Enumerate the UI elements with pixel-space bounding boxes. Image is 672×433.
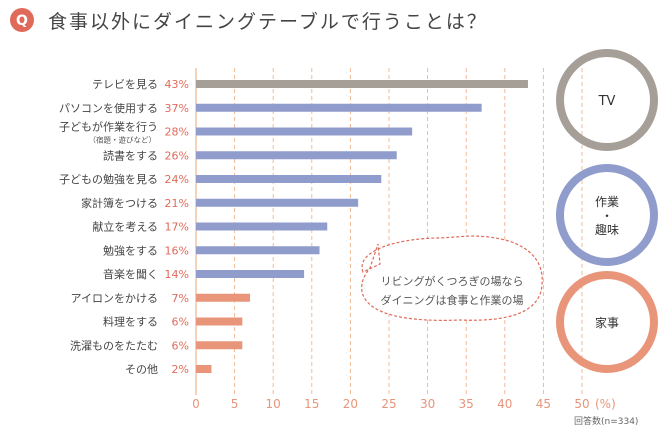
category-label: その他: [125, 363, 158, 376]
category-labels: 43% テレビを見る 37% パソコンを使用する 28% 子どもが作業を行う（宿題・遊びな…: [59, 78, 189, 376]
bar-value-label: 28%: [165, 126, 189, 139]
legend-label-hobby: ・: [601, 209, 613, 223]
annotation-line-1: リビングがくつろぎの場なら: [381, 274, 524, 288]
category-label: 洗濯ものをたたむ: [70, 339, 158, 352]
bar-value-label: 21%: [165, 197, 189, 210]
bar: [196, 151, 397, 160]
bar: [196, 341, 243, 350]
category-label: 子どもが作業を行う: [59, 120, 158, 134]
respondent-count-note: 回答数(n=334): [574, 415, 638, 427]
x-tick-label: 50: [574, 397, 589, 411]
bar-value-label: 7%: [172, 292, 189, 305]
legend-label-hobby: 作業: [595, 195, 619, 209]
bar: [196, 198, 359, 207]
x-tick-label: 45: [536, 397, 551, 411]
x-tick-label: 35: [459, 397, 474, 411]
bar: [196, 270, 305, 278]
bar: [196, 246, 320, 255]
legend-label-tv: TV: [598, 94, 616, 109]
bar-value-label: 6%: [172, 339, 189, 352]
category-sublabel: （宿題・遊びなど）: [89, 135, 157, 145]
category-label: 献立を考える: [92, 220, 158, 234]
annotation-bubble-shape: [361, 235, 543, 321]
bar-value-label: 43%: [165, 78, 189, 91]
category-label: 音楽を聞く: [103, 267, 158, 281]
x-tick-label: 15: [304, 397, 319, 411]
annotation-bubble: リビングがくつろぎの場なら ダイニングは食事と作業の場: [361, 235, 543, 321]
x-axis-ticks: 0 5 10 15 20 25 30 35 40 45 50: [192, 397, 589, 411]
category-label: アイロンをかける: [71, 292, 158, 305]
category-label: 勉強をする: [103, 243, 158, 257]
bar-value-label: 37%: [165, 102, 189, 115]
category-label: パソコンを使用する: [59, 102, 158, 115]
bar: [196, 365, 212, 373]
bar-value-label: 2%: [172, 363, 189, 376]
bar-value-label: 6%: [172, 316, 189, 329]
x-tick-label: 0: [192, 397, 200, 411]
bar-value-label: 24%: [165, 173, 189, 186]
category-label: 子どもの勉強を見る: [59, 172, 158, 186]
bar: [196, 293, 251, 302]
category-label: 料理をする: [103, 315, 158, 329]
annotation-line-2: ダイニングは食事と作業の場: [381, 293, 524, 307]
bar: [196, 222, 328, 231]
x-unit-label: (%): [595, 397, 616, 411]
bar: [196, 80, 528, 88]
category-label: 読書をする: [103, 148, 158, 162]
legend-ring-house: [556, 271, 658, 373]
x-tick-label: 30: [420, 397, 435, 411]
legend-label-house: 家事: [595, 315, 619, 330]
bar: [196, 127, 413, 136]
x-tick-label: 5: [231, 397, 239, 411]
gridlines: [195, 68, 583, 395]
bar: [196, 317, 243, 326]
bars: [196, 80, 528, 373]
question-header: Q 食事以外にダイニングテーブルで行うことは？: [10, 8, 488, 33]
category-label: 家計簿をつける: [81, 196, 158, 210]
x-tick-label: 40: [497, 397, 512, 411]
legend-label-hobby: 趣味: [595, 222, 619, 237]
question-badge: [10, 8, 34, 32]
bar-value-label: 26%: [165, 149, 189, 162]
legend-ring-tv: [556, 49, 658, 151]
bar-value-label: 17%: [165, 221, 189, 234]
question-badge-letter: Q: [16, 13, 28, 29]
x-tick-label: 10: [266, 397, 281, 411]
question-title: 食事以外にダイニングテーブルで行うことは？: [48, 10, 488, 33]
legend-ring-hobby: [556, 164, 658, 266]
category-label: テレビを見る: [92, 78, 158, 91]
bar-value-label: 16%: [165, 244, 189, 257]
bar: [196, 103, 482, 112]
bar: [196, 175, 382, 183]
x-tick-label: 25: [381, 397, 396, 411]
bar-value-label: 14%: [165, 268, 189, 281]
x-tick-label: 20: [343, 397, 358, 411]
